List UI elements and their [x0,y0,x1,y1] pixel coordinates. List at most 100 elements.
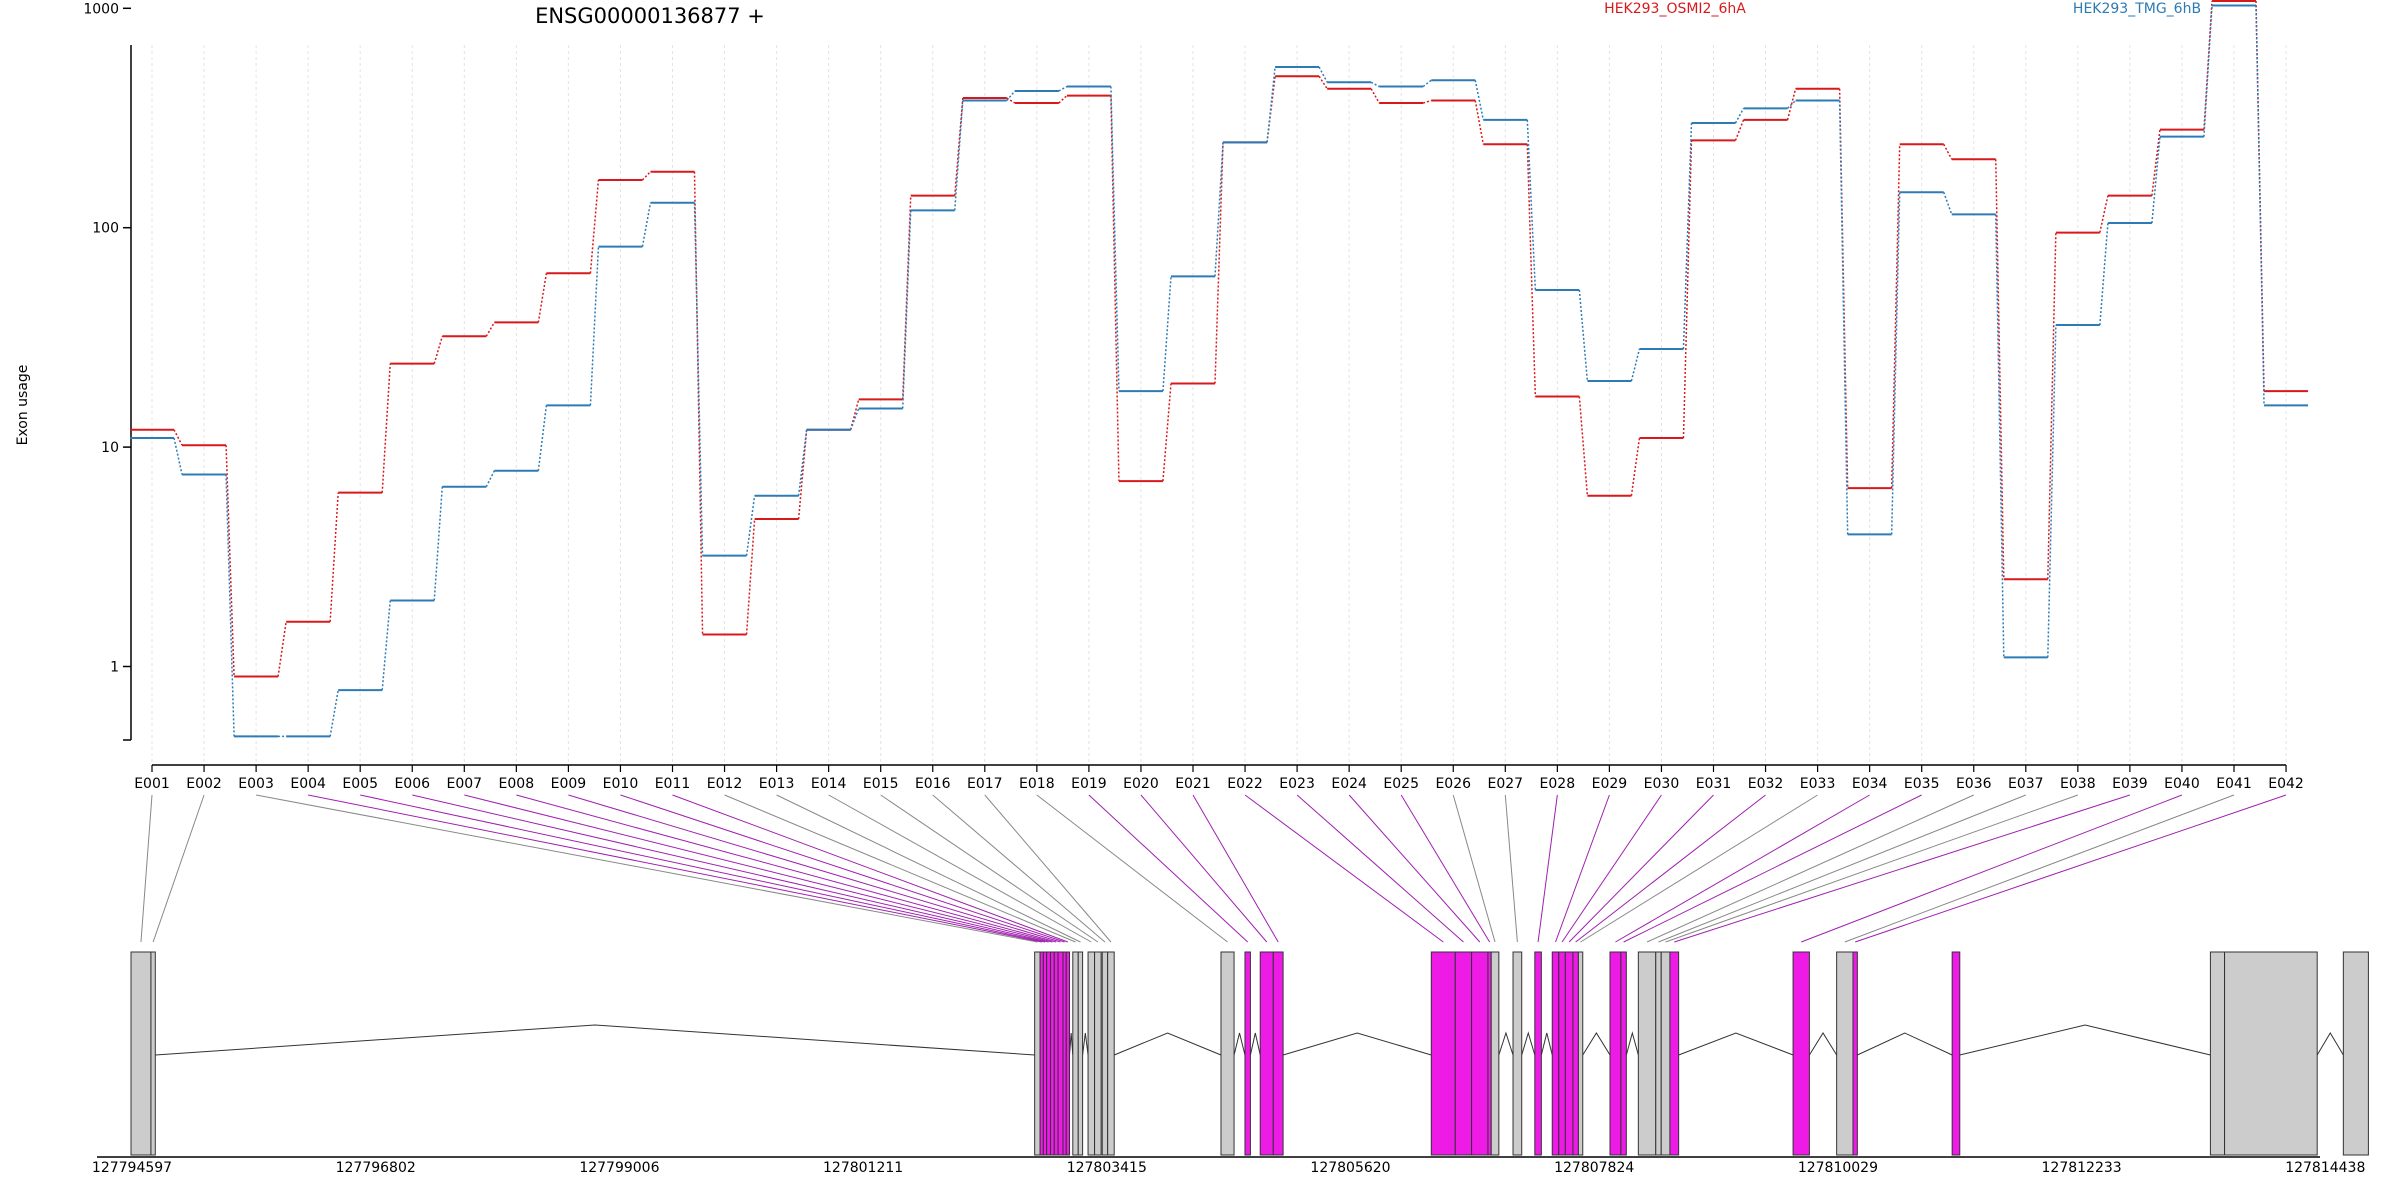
series-connector [901,210,912,409]
series-connector [1526,119,1537,291]
series-connector [1578,289,1589,382]
series-lines [130,0,2309,738]
grid-lines [151,45,2287,765]
x-tick-label: E011 [655,776,691,792]
x-tick-label: E013 [759,776,795,792]
exon-connector-e014 [828,794,1092,943]
exon-connector-e040 [1801,794,2183,943]
exon-connector-e024 [1348,794,1481,943]
x-tick-label: E001 [134,776,170,792]
x-tick-label: E017 [967,776,1003,792]
series-connector [797,429,808,520]
exon-box-e042 [1852,951,1858,1156]
series-connector [1995,214,2005,658]
exon-connector-e032 [1575,794,1766,943]
intron-line [1857,1032,1953,1056]
exon-box-e034 [1609,951,1622,1156]
series-connector [1162,383,1172,482]
x-tick-label: E028 [1540,776,1576,792]
exon-box-e036 [1637,951,1657,1156]
y-tick-label: 10 [101,440,119,456]
series-connector [1942,192,1953,215]
exon-box-e024 [1471,951,1489,1156]
series-connector [537,273,548,323]
series-connector [1318,75,1328,90]
x-tick-label: E020 [1123,776,1159,792]
exon-connector-e004 [308,794,1042,943]
exon-connector-e018 [1036,794,1228,943]
series-connector [537,405,548,471]
intron-line [1625,1031,1639,1056]
series-connector [1006,97,1016,104]
series-connector [1474,80,1485,121]
y-axis-label: Exon usage [15,365,31,446]
exon-box-e022 [1430,951,1456,1156]
series-connector [277,621,287,677]
exon-box-e026 [1490,951,1500,1156]
series-connector [1526,144,1537,397]
coordinate-label: 127801211 [823,1160,903,1176]
exon-box-e006 [1046,951,1051,1156]
series-connector [745,518,756,635]
coordinate-label: 127805620 [1310,1160,1390,1176]
legend-osmi2: HEK293_OSMI2_6hA [1604,1,1746,17]
exon-connector-e029 [1555,794,1610,943]
exon-box-e007 [1049,951,1055,1156]
series-connector [1110,86,1120,392]
x-tick-label: E039 [2112,776,2148,792]
x-tick-label: E037 [2008,776,2044,792]
series-connector [1058,95,1068,104]
exon-connector-e023 [1296,794,1464,943]
exon-box-e021 [1272,951,1284,1156]
exon-connector-e017 [984,794,1112,943]
exon-connector-e005 [360,794,1046,943]
exon-connector-e011 [672,794,1069,943]
x-tick-label: E002 [186,776,222,792]
x-tick-label: E014 [811,776,847,792]
exon-box-e041 [1836,951,1854,1156]
intron-line [1808,1032,1838,1056]
series-connector [1370,81,1380,88]
series-connector [1474,100,1485,145]
exon-box-e015 [1094,951,1102,1156]
series-connector [589,246,600,406]
x-tick-label: E026 [1435,776,1471,792]
series-connector [1110,95,1120,482]
exon-box-e038 [1660,951,1671,1156]
coordinate-label: 127810029 [1798,1160,1878,1176]
series-connector [2099,195,2109,233]
series-connector [225,474,235,737]
coordinate-label: 127807824 [1554,1160,1634,1176]
exon-box-e011 [1065,951,1071,1156]
series-connector [433,336,444,364]
exon-box-e018 [1220,951,1235,1156]
exon-box-e032 [1572,951,1579,1156]
exon-box-e030 [1558,951,1566,1156]
series-connector [1578,396,1589,496]
x-tick-label: E021 [1175,776,1211,792]
x-tick-label: E007 [447,776,483,792]
x-tick-label: E024 [1331,776,1367,792]
series-connector [2255,5,2265,406]
exon-box-e037 [1655,951,1662,1156]
series-connector [901,195,912,400]
exon-connector-e037 [1658,794,2026,943]
exon-box-e012 [1072,951,1079,1156]
series-connector [173,437,183,475]
series-connector [1995,159,2005,580]
exon-connector-e025 [1400,794,1491,943]
exon-box-e001 [130,951,152,1156]
series-connector [589,179,600,274]
series-connector [1006,90,1016,101]
series-connector [2099,222,2109,326]
exon-connector-e001 [140,794,153,943]
series-connector [1162,276,1172,392]
series-connector [1422,99,1432,104]
x-tick-label: E038 [2060,776,2096,792]
x-tick-label: E019 [1071,776,1107,792]
series-connector [1734,107,1745,124]
x-tick-label: E041 [2216,776,2252,792]
series-connector [1318,66,1328,83]
series-connector [1787,99,1797,109]
exon-box-e042b [2342,951,2369,1156]
